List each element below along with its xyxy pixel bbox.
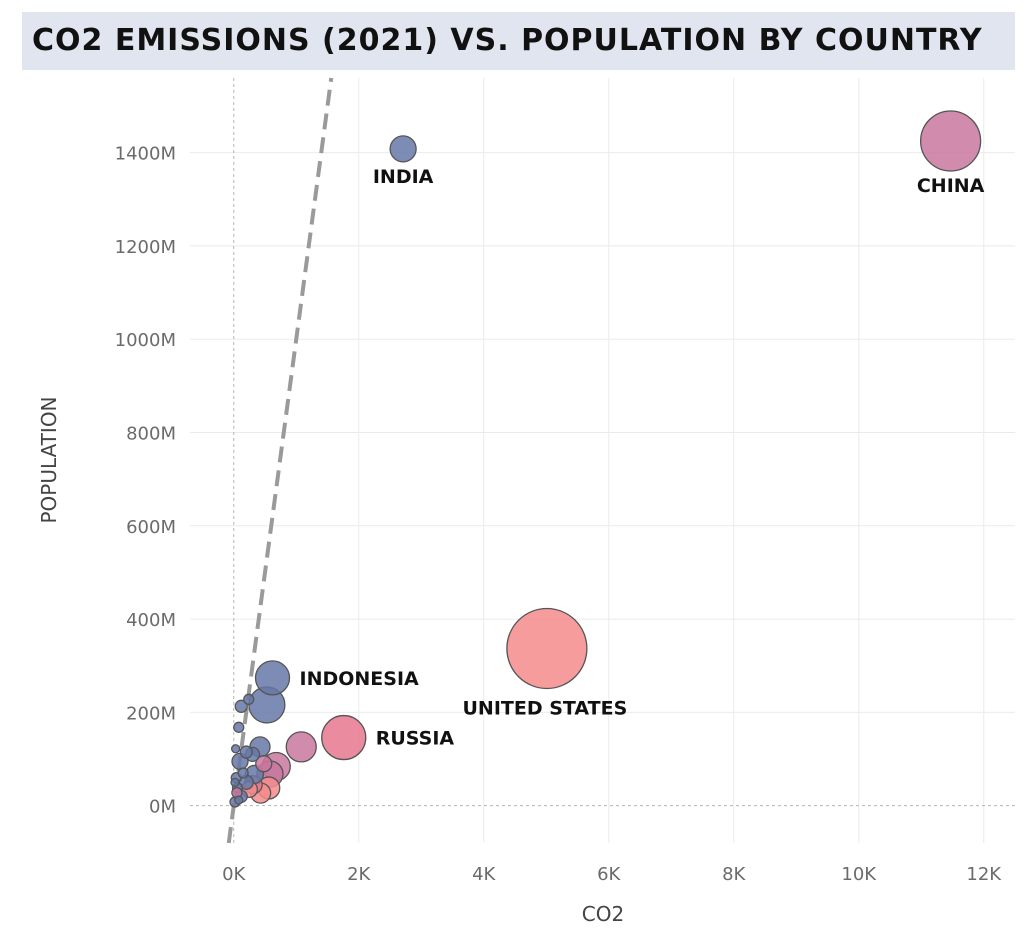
data-point — [285, 731, 317, 763]
y-tick-label: 1400M — [115, 144, 176, 165]
data-point — [230, 777, 240, 788]
point-indonesia — [254, 660, 291, 696]
data-point — [230, 744, 241, 754]
zero-lines — [190, 78, 1015, 843]
points — [229, 110, 982, 808]
reference-line-layer — [226, 77, 334, 844]
data-point — [239, 745, 253, 759]
data-point — [237, 767, 249, 779]
data-point — [255, 755, 273, 773]
x-tick-label: 6K — [597, 864, 621, 885]
point-label-china: CHINA — [917, 175, 985, 197]
point-label-india: INDIA — [373, 166, 434, 188]
x-tick-label: 8K — [722, 864, 746, 885]
title-bar: CO2 EMISSIONS (2021) VS. POPULATION BY C… — [22, 12, 1015, 70]
x-tick-label: 2K — [347, 864, 371, 885]
point-label-united-states: UNITED STATES — [463, 697, 628, 719]
point-label-indonesia: INDONESIA — [300, 668, 420, 690]
diagonal-reference-line — [226, 77, 334, 844]
y-tick-label: 800M — [126, 424, 176, 445]
y-tick-label: 600M — [126, 517, 176, 538]
data-point — [233, 721, 245, 733]
point-india — [389, 135, 417, 163]
y-tick-label: 400M — [126, 610, 176, 631]
ticks: 0K 2K 4K 6K 8K 10K 12K 0M 200M 400M 600M 800M 1000M 1… — [115, 144, 1003, 885]
point-china — [919, 110, 982, 172]
x-tick-label: 12K — [966, 864, 1002, 885]
point-label-russia: RUSSIA — [376, 728, 455, 750]
data-point — [243, 693, 255, 705]
point-labels: INDIA CHINA UNITED STATES INDONESIA RUSSIA — [300, 166, 985, 750]
y-axis-label: POPULATION — [37, 396, 61, 523]
x-axis-label: CO2 — [582, 902, 624, 926]
y-tick-label: 200M — [126, 703, 176, 724]
chart-title: CO2 EMISSIONS (2021) VS. POPULATION BY C… — [32, 23, 983, 58]
grid — [190, 78, 1015, 843]
y-tick-label: 1000M — [115, 330, 176, 351]
x-tick-label: 4K — [472, 864, 496, 885]
y-tick-label: 0M — [149, 797, 176, 818]
x-tick-label: 0K — [222, 864, 246, 885]
point-united-states — [506, 607, 588, 690]
x-tick-label: 10K — [841, 864, 877, 885]
data-point — [234, 795, 244, 805]
data-point — [234, 699, 248, 713]
point-russia — [321, 714, 367, 761]
y-tick-label: 1200M — [115, 237, 176, 258]
